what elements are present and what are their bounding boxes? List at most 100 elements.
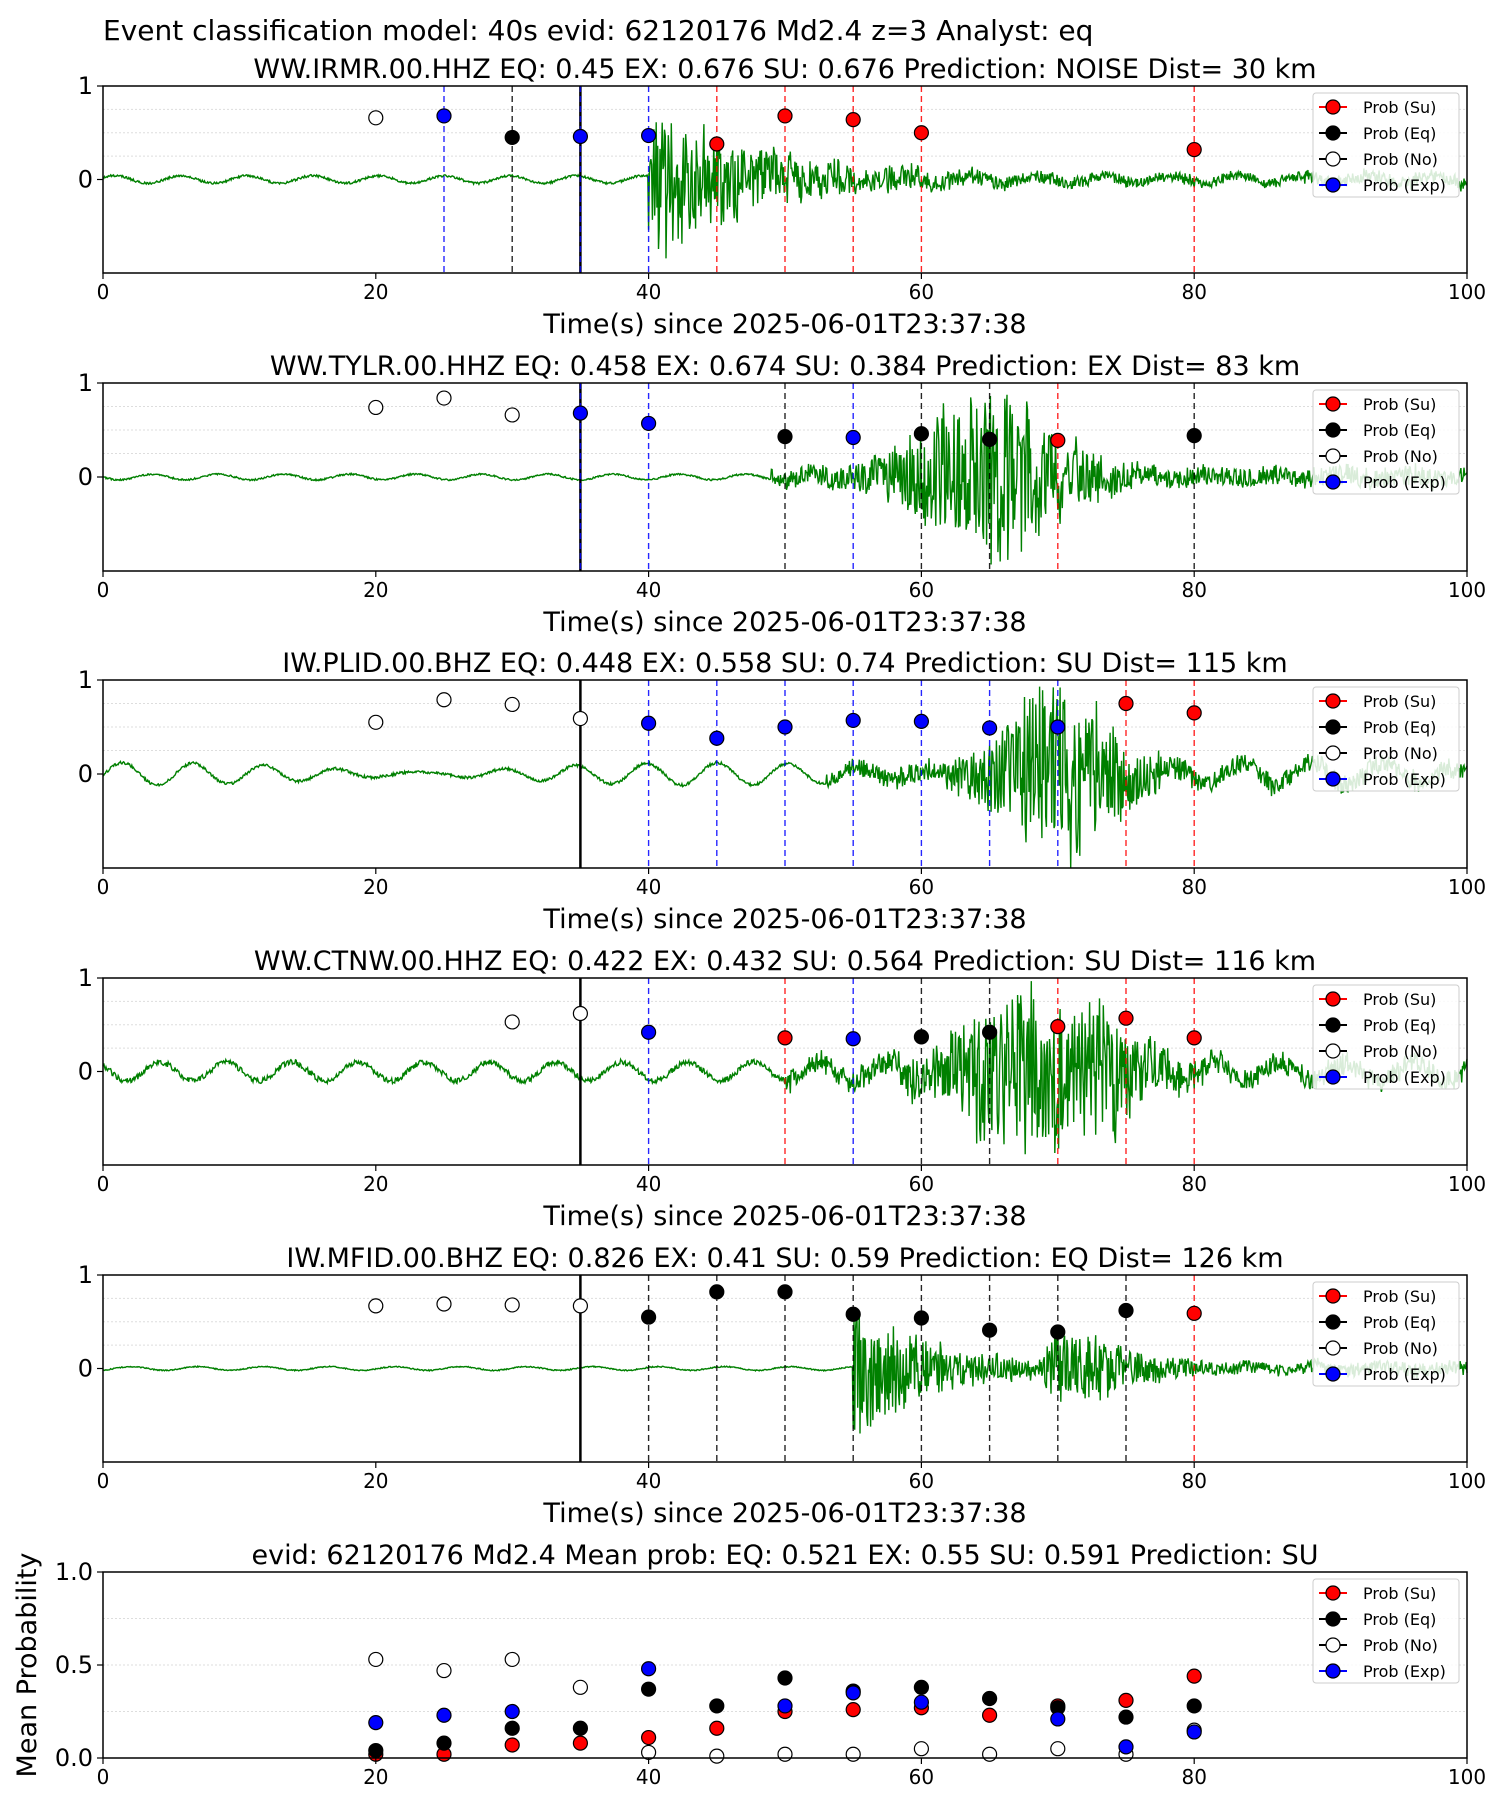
mean-point-eq [777, 1670, 793, 1686]
point-su [913, 125, 930, 141]
point-exp [777, 719, 793, 735]
mean-point-eq [368, 1742, 384, 1759]
point-no [436, 390, 452, 406]
point-no [504, 696, 520, 713]
point-su [1118, 695, 1134, 712]
legend-label-eq: Prob (Eq) [1363, 1313, 1436, 1332]
point-su [709, 136, 725, 152]
mean-point-eq [981, 1690, 998, 1707]
legend-label-no: Prob (No) [1363, 447, 1438, 466]
legend-label-no: Prob (No) [1363, 1636, 1438, 1655]
mean-point-no [777, 1746, 793, 1762]
x-tick-label: 100 [1448, 875, 1486, 899]
point-exp [1050, 719, 1066, 735]
legend-box [1312, 389, 1460, 495]
y-tick-label: 1.0 [55, 1558, 93, 1586]
legend-marker-no [1325, 1043, 1341, 1059]
legend-marker-su [1325, 1585, 1341, 1601]
x-tick-label: 0 [97, 1469, 110, 1493]
mean-point-su [1118, 1692, 1134, 1708]
x-tick-label: 80 [1181, 280, 1206, 304]
legend-label-exp: Prob (Exp) [1363, 1662, 1446, 1681]
point-no [368, 1298, 384, 1314]
legend-label-su: Prob (Su) [1363, 1287, 1436, 1306]
x-tick-label: 80 [1181, 1765, 1206, 1789]
panel-title: IW.PLID.00.BHZ EQ: 0.448 EX: 0.558 SU: 0… [282, 648, 1287, 679]
mean-point-eq [709, 1698, 725, 1714]
point-su [1186, 141, 1202, 158]
x-tick-label: 60 [909, 578, 934, 602]
panel-1: WW.IRMR.00.HHZ EQ: 0.45 EX: 0.676 SU: 0.… [78, 54, 1486, 340]
legend-marker-exp [1325, 177, 1341, 193]
legend-marker-eq [1325, 1314, 1341, 1330]
y-axis-label: Mean Probability [12, 1553, 43, 1778]
x-tick-label: 0 [97, 875, 110, 899]
mean-point-exp [913, 1694, 930, 1710]
point-no [436, 692, 452, 708]
x-tick-label: 100 [1448, 1172, 1486, 1196]
y-tick-label: 0 [78, 166, 93, 194]
point-su [777, 1030, 793, 1046]
mean-point-su [1186, 1668, 1202, 1684]
x-tick-label: 60 [909, 280, 934, 304]
legend-label-eq: Prob (Eq) [1363, 718, 1436, 737]
point-exp [709, 730, 725, 746]
x-axis-label: Time(s) since 2025-06-01T23:37:38 [542, 1201, 1026, 1232]
y-tick-label: 0 [78, 463, 93, 491]
y-tick-label: 1 [78, 369, 93, 397]
x-tick-label: 80 [1181, 875, 1206, 899]
x-tick-label: 100 [1448, 578, 1486, 602]
waveform-trace [102, 981, 1468, 1155]
mean-point-exp [504, 1703, 520, 1720]
legend-label-no: Prob (No) [1363, 1339, 1438, 1358]
point-eq [981, 431, 998, 447]
mean-point-su [504, 1737, 520, 1753]
mean-point-eq [1186, 1698, 1202, 1714]
x-tick-label: 60 [909, 875, 934, 899]
point-exp [572, 405, 589, 421]
mean-point-exp [777, 1698, 793, 1714]
legend-marker-no [1325, 151, 1341, 167]
y-tick-label: 0 [78, 1058, 93, 1086]
point-exp [981, 720, 998, 736]
x-tick-label: 40 [636, 280, 661, 304]
point-exp [436, 108, 452, 124]
point-no [368, 714, 384, 730]
legend-label-exp: Prob (Exp) [1363, 770, 1446, 789]
point-no [572, 1298, 589, 1314]
legend-label-eq: Prob (Eq) [1363, 1016, 1436, 1035]
point-eq [1050, 1324, 1066, 1340]
point-exp [640, 1024, 657, 1040]
mean-point-no [913, 1741, 930, 1757]
point-no [572, 1005, 589, 1022]
x-axis-label: Time(s) since 2025-06-01T23:37:38 [542, 1498, 1026, 1529]
panel-6: evid: 62120176 Md2.4 Mean prob: EQ: 0.52… [12, 1540, 1486, 1789]
point-eq [777, 1284, 793, 1300]
point-eq [981, 1024, 998, 1040]
x-tick-label: 80 [1181, 1172, 1206, 1196]
legend-marker-exp [1325, 1663, 1341, 1679]
y-tick-label: 0 [78, 1355, 93, 1383]
point-exp [572, 128, 589, 145]
x-tick-label: 60 [909, 1172, 934, 1196]
panel-3: IW.PLID.00.BHZ EQ: 0.448 EX: 0.558 SU: 0… [78, 648, 1486, 935]
y-tick-label: 0.0 [55, 1744, 93, 1772]
legend-label-exp: Prob (Exp) [1363, 1365, 1446, 1384]
legend-marker-no [1325, 448, 1341, 464]
mean-point-no [981, 1746, 998, 1762]
point-su [1118, 1010, 1134, 1026]
legend-marker-su [1325, 693, 1341, 709]
mean-point-exp [1118, 1739, 1134, 1755]
x-tick-label: 20 [363, 280, 388, 304]
point-eq [777, 428, 793, 445]
legend-box [1312, 1281, 1460, 1387]
x-tick-label: 100 [1448, 1765, 1486, 1789]
legend-marker-eq [1325, 422, 1341, 438]
legend-box [1312, 686, 1460, 792]
point-su [1050, 1019, 1066, 1035]
mean-point-exp [1186, 1724, 1202, 1740]
point-no [368, 110, 384, 126]
legend-label-no: Prob (No) [1363, 150, 1438, 169]
waveform-trace [103, 122, 1468, 259]
